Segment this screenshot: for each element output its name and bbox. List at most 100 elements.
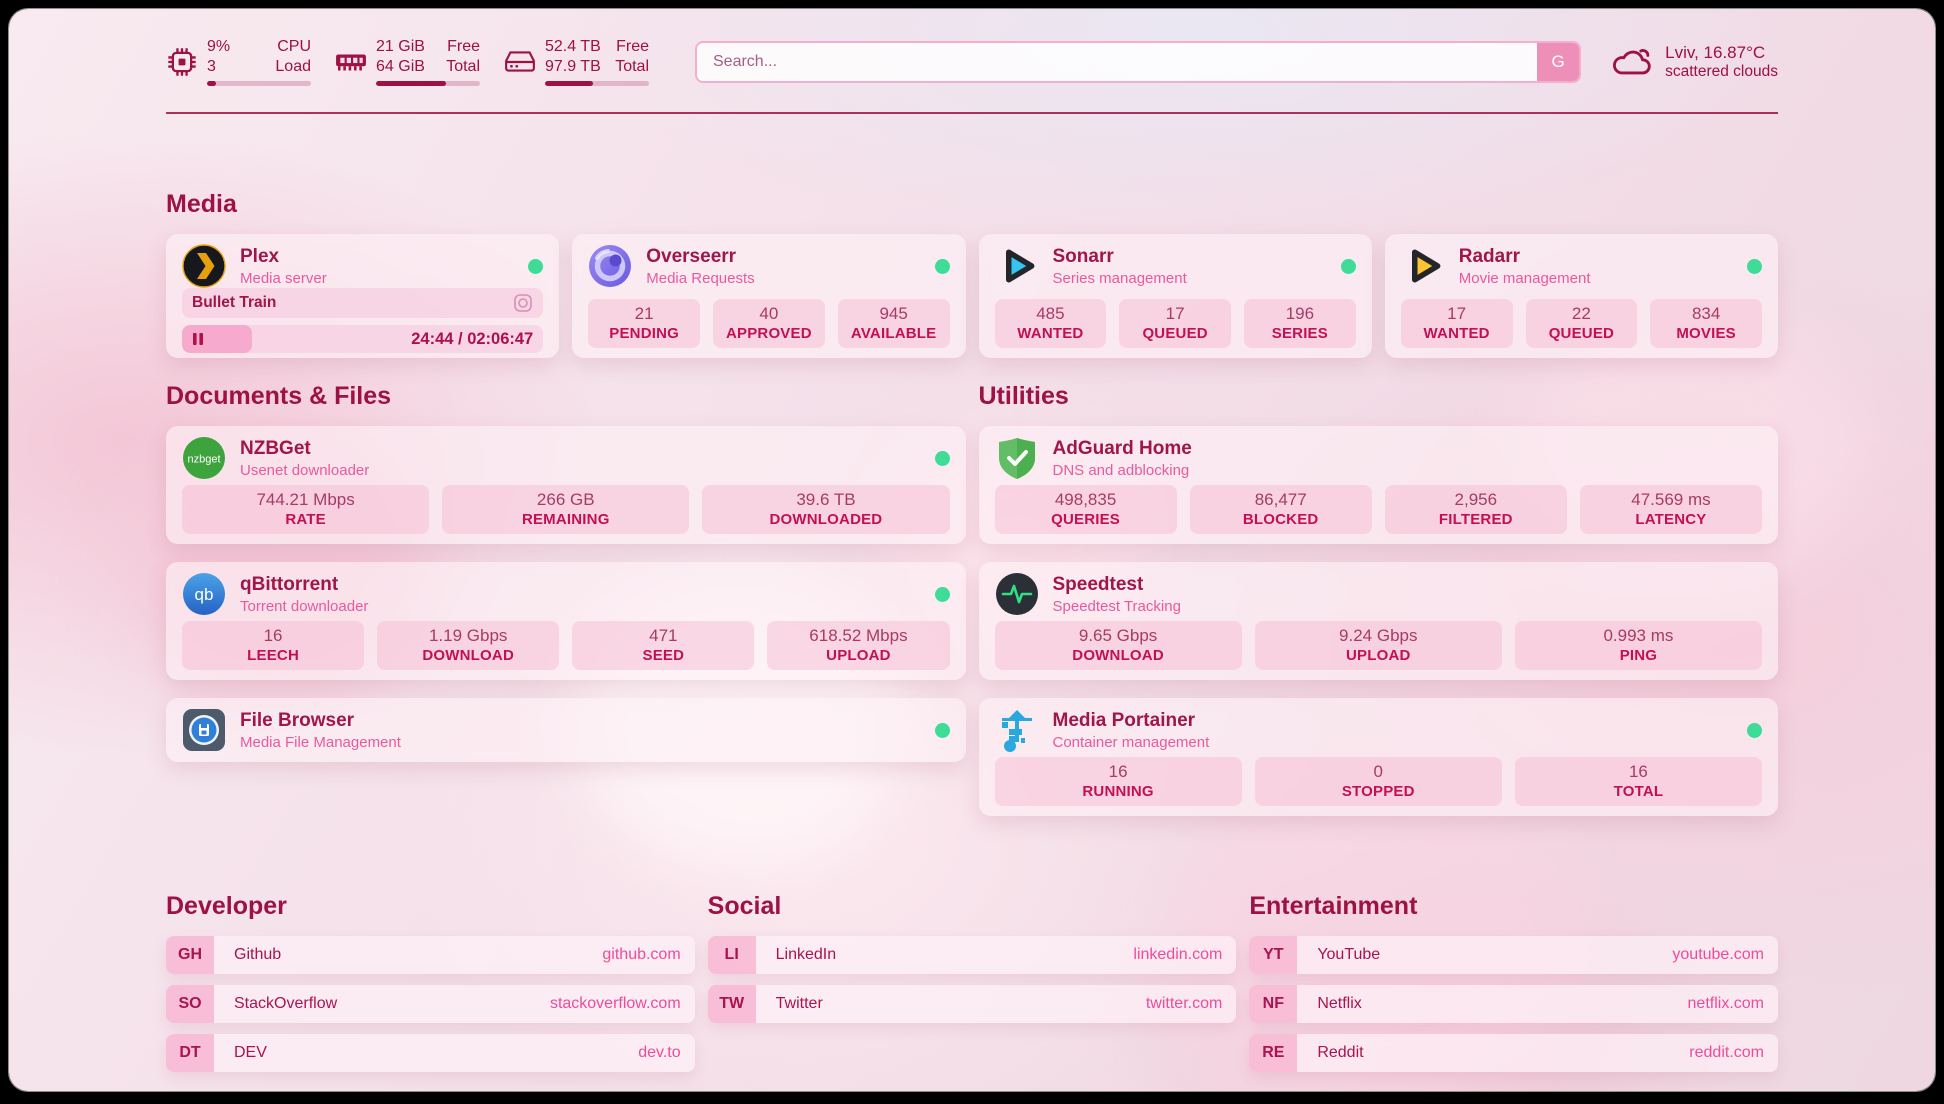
app-stats-row: 16 LEECH 1.19 Gbps DOWNLOAD 471 SEED 618… bbox=[182, 621, 950, 671]
bookmark-abbr: SO bbox=[166, 985, 214, 1024]
bookmark-row-dev[interactable]: DT DEV dev.to bbox=[166, 1034, 695, 1073]
stat-tile: 0 STOPPED bbox=[1254, 757, 1502, 807]
stat-label: DOWNLOAD bbox=[422, 647, 514, 665]
disk-total-value: 97.9 TB bbox=[545, 57, 601, 75]
app-stats-row: 21 PENDING 40 APPROVED 945 AVAILABLE bbox=[588, 299, 950, 349]
stat-tile: 196 SERIES bbox=[1244, 299, 1356, 349]
bookmark-row-reddit[interactable]: RE Reddit reddit.com bbox=[1249, 1034, 1778, 1073]
stat-value: 17 bbox=[1447, 304, 1467, 324]
bookmark-abbr: GH bbox=[166, 936, 214, 975]
ram-widget-text: 21 GiB Free 64 GiB Total bbox=[376, 37, 480, 87]
stat-value: 16 bbox=[1628, 762, 1648, 782]
stat-label: QUEUED bbox=[1548, 325, 1615, 343]
stat-tile: 9.65 Gbps DOWNLOAD bbox=[994, 621, 1242, 671]
svg-text:qb: qb bbox=[195, 585, 214, 604]
app-subtitle: Container management bbox=[1052, 733, 1210, 751]
plex-card[interactable]: Plex Media server Bullet Train 24:44 / 0… bbox=[166, 234, 560, 359]
filebrowser-icon bbox=[182, 708, 226, 752]
section-title-utilities: Utilities bbox=[978, 382, 1069, 411]
app-stats-row: 16 RUNNING 0 STOPPED 16 TOTAL bbox=[994, 757, 1763, 807]
stat-value: 17 bbox=[1165, 304, 1185, 324]
disk-icon bbox=[504, 46, 536, 78]
status-dot bbox=[934, 450, 950, 466]
now-playing-title: Bullet Train bbox=[192, 294, 277, 312]
search-input[interactable] bbox=[697, 42, 1538, 81]
qbittorrent-card[interactable]: qb qBittorrent Torrent downloader 16 LEE… bbox=[166, 562, 966, 681]
app-name: Overseerr bbox=[646, 245, 737, 267]
nzbget-icon: nzbget bbox=[182, 436, 226, 480]
stat-value: 485 bbox=[1036, 304, 1065, 324]
stat-tile: 266 GB REMAINING bbox=[442, 485, 690, 535]
bookmark-name: Twitter bbox=[775, 995, 823, 1013]
app-stats-row: 744.21 Mbps RATE 266 GB REMAINING 39.6 T… bbox=[182, 485, 950, 535]
overseerr-icon bbox=[588, 244, 632, 288]
weather-text: Lviv, 16.87°C scattered clouds bbox=[1665, 43, 1778, 81]
stat-label: QUERIES bbox=[1051, 511, 1121, 529]
app-name: Speedtest bbox=[1052, 573, 1144, 595]
status-dot bbox=[934, 258, 950, 274]
app-titles: AdGuard Home DNS and adblocking bbox=[1053, 438, 1192, 479]
disk-widget-text: 52.4 TB Free 97.9 TB Total bbox=[545, 37, 649, 87]
bookmark-row-youtube[interactable]: YT YouTube youtube.com bbox=[1249, 936, 1778, 975]
app-stats-row: 9.65 Gbps DOWNLOAD 9.24 Gbps UPLOAD 0.99… bbox=[994, 621, 1763, 671]
status-dot bbox=[1747, 722, 1762, 738]
sonarr-card[interactable]: Sonarr Series management 485 WANTED 17 Q… bbox=[978, 234, 1372, 359]
stat-label: UPLOAD bbox=[826, 647, 891, 665]
radarr-card[interactable]: Radarr Movie management 17 WANTED 22 QUE… bbox=[1384, 234, 1778, 359]
bookmark-name: Github bbox=[234, 946, 282, 964]
app-card-header: nzbget NZBGet Usenet downloader bbox=[182, 436, 950, 480]
stat-tile: 22 QUEUED bbox=[1525, 299, 1638, 349]
app-card-header: AdGuard Home DNS and adblocking bbox=[995, 436, 1763, 480]
stat-label: LATENCY bbox=[1635, 511, 1707, 529]
stat-tile: 1.19 Gbps DOWNLOAD bbox=[377, 621, 560, 671]
adguard-card[interactable]: AdGuard Home DNS and adblocking 498,835 … bbox=[978, 426, 1778, 545]
now-playing-title-row: Bullet Train bbox=[182, 288, 544, 319]
disk-free-value: 52.4 TB bbox=[545, 38, 601, 55]
bookmark-row-netflix[interactable]: NF Netflix netflix.com bbox=[1249, 985, 1778, 1024]
bookmark-row-twitter[interactable]: TW Twitter twitter.com bbox=[707, 985, 1237, 1024]
bookmark-row-linkedin[interactable]: LI LinkedIn linkedin.com bbox=[707, 936, 1237, 975]
documents-cards-column: nzbget NZBGet Usenet downloader 744.21 M… bbox=[166, 426, 966, 763]
stat-tile: 47.569 ms LATENCY bbox=[1579, 485, 1762, 535]
filebrowser-card[interactable]: File Browser Media File Management bbox=[166, 698, 966, 763]
stat-tile: 834 MOVIES bbox=[1650, 299, 1762, 349]
weather-widget: Lviv, 16.87°C scattered clouds bbox=[1609, 43, 1778, 81]
disk-widget: 52.4 TB Free 97.9 TB Total bbox=[504, 37, 649, 87]
stat-label: WANTED bbox=[1017, 325, 1084, 343]
app-stats-row: 485 WANTED 17 QUEUED 196 SERIES bbox=[994, 299, 1356, 349]
portainer-card[interactable]: Media Portainer Container management 16 … bbox=[978, 698, 1778, 817]
search-engine-button[interactable]: G bbox=[1537, 42, 1580, 81]
bookmark-name: Reddit bbox=[1317, 1044, 1364, 1062]
ram-icon bbox=[335, 46, 367, 78]
stat-tile: 945 AVAILABLE bbox=[837, 299, 950, 349]
bookmark-name: LinkedIn bbox=[775, 946, 837, 964]
bookmark-row-stackoverflow[interactable]: SO StackOverflow stackoverflow.com bbox=[166, 985, 695, 1024]
bookmark-url: reddit.com bbox=[1689, 1044, 1764, 1062]
app-card-header: Radarr Movie management bbox=[1401, 244, 1762, 288]
stat-tile: 39.6 TB DOWNLOADED bbox=[702, 485, 950, 535]
stat-label: QUEUED bbox=[1142, 325, 1208, 343]
stat-tile: 9.24 Gbps UPLOAD bbox=[1254, 621, 1502, 671]
bookmark-abbr: YT bbox=[1249, 936, 1298, 975]
bookmark-rows: LI LinkedIn linkedin.com TW Twitter twit… bbox=[707, 936, 1237, 1034]
nzbget-card[interactable]: nzbget NZBGet Usenet downloader 744.21 M… bbox=[166, 426, 966, 545]
app-subtitle: DNS and adblocking bbox=[1052, 461, 1190, 479]
radarr-icon bbox=[1401, 244, 1445, 288]
overseerr-card[interactable]: Overseerr Media Requests 21 PENDING 40 A… bbox=[572, 234, 966, 359]
now-playing-widget: Bullet Train 24:44 / 02:06:47 bbox=[182, 288, 544, 354]
stat-label: UPLOAD bbox=[1345, 647, 1411, 665]
bookmark-section-title: Entertainment bbox=[1249, 892, 1418, 921]
stat-value: 471 bbox=[649, 626, 678, 646]
stat-tile: 485 WANTED bbox=[994, 299, 1107, 349]
speedtest-card[interactable]: Speedtest Speedtest Tracking 9.65 Gbps D… bbox=[978, 562, 1778, 681]
app-subtitle: Speedtest Tracking bbox=[1052, 597, 1181, 615]
cpu-load-label: Load bbox=[275, 57, 311, 75]
bookmark-section-developer: Developer GH Github github.com SO StackO… bbox=[166, 892, 695, 1083]
status-dot bbox=[1747, 258, 1762, 274]
app-titles: Plex Media server bbox=[240, 246, 327, 287]
bookmark-row-github[interactable]: GH Github github.com bbox=[166, 936, 695, 975]
section-documents: Documents & Files nzbget NZBGet Usenet d… bbox=[166, 382, 966, 834]
app-card-body: Bullet Train 24:44 / 02:06:47 bbox=[182, 288, 544, 354]
cpu-icon bbox=[166, 46, 198, 78]
app-stats-row: 17 WANTED 22 QUEUED 834 MOVIES bbox=[1400, 299, 1762, 349]
